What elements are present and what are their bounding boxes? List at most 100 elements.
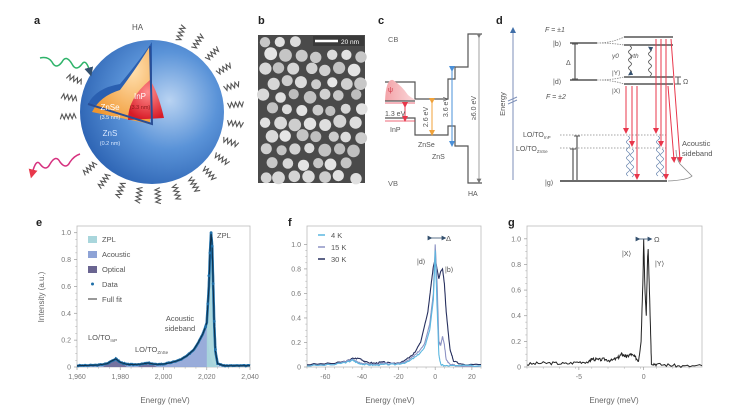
nanoparticle — [313, 158, 324, 169]
e-xtick-label: 2,000 — [155, 374, 173, 381]
nanoparticle — [327, 49, 338, 60]
g-ytick-label: 0 — [517, 365, 521, 372]
e-xlabel: Energy (meV) — [140, 396, 190, 405]
legend-zpl: ZPL — [102, 235, 116, 244]
nanoparticle — [310, 51, 322, 64]
nanoparticle — [303, 117, 317, 130]
ligand — [223, 80, 240, 92]
nanoparticle — [259, 62, 272, 75]
acoustic-label-1: Acoustic — [682, 139, 711, 148]
e-annot-lo-znse: LO/TOZnSe — [135, 345, 169, 355]
nanoparticle — [349, 116, 362, 129]
e-ytick-label: 0.6 — [61, 284, 71, 291]
psi-label: ψ — [388, 87, 393, 94]
nanoparticle — [265, 130, 279, 143]
g-xtick-label: 0 — [642, 374, 646, 381]
nanoparticle — [276, 145, 287, 156]
nanoparticle — [274, 36, 285, 48]
nanoparticle — [282, 158, 294, 169]
ha-region-label: HA — [468, 191, 478, 198]
znse-size: (3.5 nm) — [100, 115, 121, 121]
g-axes: -5 0 0 0.2 0.4 0.6 0.8 1.0 — [511, 236, 690, 381]
f-ytick-label: 1.0 — [291, 242, 301, 249]
nanoparticle — [264, 47, 278, 61]
ligand — [171, 183, 182, 200]
ligand — [227, 100, 244, 110]
nanoparticle — [325, 105, 336, 117]
nanoparticle — [319, 64, 331, 77]
relaxation-wavy-gamma0 — [628, 45, 634, 76]
nanoparticle — [259, 117, 271, 128]
state-y-label: |Y⟩ — [612, 69, 621, 77]
nanoparticle — [304, 143, 315, 154]
inp-label: InP — [134, 92, 146, 101]
g-xlabel: Energy (meV) — [589, 396, 639, 405]
wavefunction-psi — [385, 79, 420, 101]
nanoparticle — [281, 75, 293, 87]
f-ytick-label: 0.8 — [291, 266, 301, 273]
legend-acoustic: Acoustic — [102, 250, 131, 259]
ligand — [223, 136, 240, 149]
nanoparticle — [279, 48, 292, 62]
legend-data: Data — [102, 280, 119, 289]
f-lines — [307, 244, 482, 367]
legend-swatch-data — [91, 282, 94, 286]
f-legend: 4 K 15 K 30 K — [318, 231, 346, 264]
nanoparticle — [296, 105, 308, 116]
nanoparticle — [295, 49, 308, 62]
g-xtick-label: -5 — [576, 374, 582, 381]
panel-label-c: c — [378, 15, 384, 27]
nanoparticle — [257, 88, 270, 101]
nanoparticle — [303, 91, 317, 104]
nanoparticle — [260, 143, 272, 155]
panel-label-a: a — [34, 15, 41, 27]
ligand — [227, 119, 244, 129]
e-xtick-label: 2,020 — [198, 374, 216, 381]
f1-label: F = ±1 — [545, 27, 565, 34]
legend-fit: Full fit — [102, 295, 123, 304]
nanoparticle — [327, 77, 338, 88]
excitation-wavy-gammath — [648, 46, 654, 77]
f-xlabel: Energy (meV) — [365, 396, 415, 405]
nanoparticle — [340, 131, 352, 143]
inp-size: (3.3 nm) — [130, 105, 151, 111]
panel-c: c CB VB ψ 1.3 eV InP 2.6 eV 3.6 eV ≥6.0 … — [378, 15, 482, 198]
nanoparticle — [302, 170, 315, 183]
nanoparticle — [340, 157, 352, 169]
f-series-4k — [307, 250, 482, 367]
zns-label: ZnS — [103, 129, 118, 138]
e-data-point — [206, 302, 210, 306]
g-lines — [526, 238, 703, 369]
ligand — [65, 73, 82, 85]
f-ytick-label: 0 — [297, 365, 301, 372]
nanoparticle — [306, 62, 318, 74]
e-legend: ZPL Acoustic Optical Data Full fit — [88, 235, 131, 304]
ha-label: HA — [132, 23, 144, 32]
nanoparticle — [289, 143, 301, 155]
nanoparticle — [319, 119, 332, 131]
nanoparticle — [287, 62, 300, 75]
e-data-point — [207, 274, 211, 278]
e-data-point — [211, 282, 215, 286]
legend-30k: 30 K — [331, 255, 346, 264]
nanoparticle — [272, 62, 285, 74]
gammath-label: γth — [630, 53, 639, 60]
g-annot-omega: Ω — [654, 235, 660, 244]
nanoparticle — [310, 131, 322, 143]
e-data-point — [204, 325, 208, 329]
znse-label: ZnSe — [100, 103, 120, 112]
nanoparticle — [272, 171, 285, 185]
cutaway-edge — [87, 45, 154, 126]
legend-swatch-acoustic — [88, 251, 97, 258]
nanoparticle — [355, 132, 368, 145]
state-d-label: |d⟩ — [553, 78, 562, 86]
gap-label-znse: 2.6 eV — [423, 107, 430, 128]
gamma0-label: γ0 — [612, 53, 619, 60]
gap-label-inp: 1.3 eV — [385, 111, 406, 118]
panel-d: d Energy F = ±1 F = ±2 |b⟩ |d⟩ |g⟩ Δ Ω |… — [496, 15, 712, 187]
state-x-label: |X⟩ — [612, 87, 621, 95]
f-ytick-label: 0.4 — [291, 315, 301, 322]
nanoparticle — [356, 103, 368, 115]
panel-f: f -60 -40 -20 0 20 0 0.2 0.4 0.6 0.8 1.0 Energy (m… — [288, 217, 482, 405]
panel-label-b: b — [258, 15, 265, 27]
